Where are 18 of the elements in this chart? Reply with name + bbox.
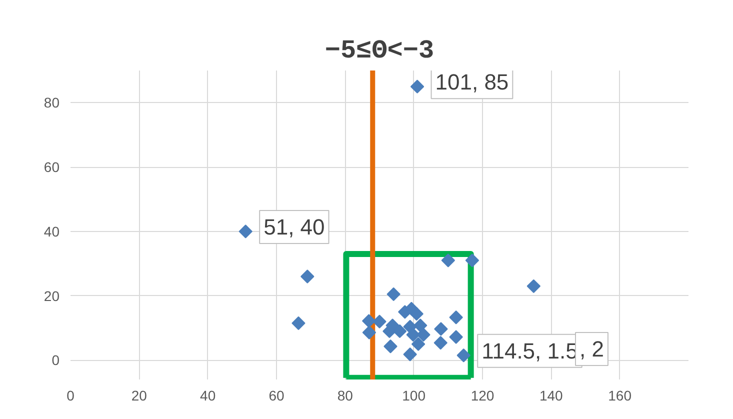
x-tick-label: 160 bbox=[608, 388, 632, 404]
x-tick-label: 20 bbox=[131, 388, 148, 404]
y-tick-label: 0 bbox=[52, 352, 60, 368]
y-tick-label: 80 bbox=[44, 94, 60, 111]
data-label: 51, 40 bbox=[264, 214, 325, 240]
y-tick-label: 40 bbox=[44, 223, 60, 240]
annotation: , 2 bbox=[580, 336, 604, 362]
x-tick-label: 60 bbox=[268, 388, 284, 404]
chart-title: −5≤Θ<−3 bbox=[324, 36, 434, 66]
x-tick-label: 100 bbox=[402, 388, 426, 404]
x-tick-label: 40 bbox=[200, 388, 216, 404]
x-tick-label: 0 bbox=[66, 388, 75, 404]
y-tick-label: 20 bbox=[44, 288, 60, 304]
y-tick-label: 60 bbox=[44, 159, 60, 176]
x-tick-label: 120 bbox=[470, 388, 494, 404]
x-tick-label: 140 bbox=[539, 388, 564, 404]
x-tick-label: 80 bbox=[337, 388, 354, 404]
data-label: 101, 85 bbox=[435, 70, 509, 95]
